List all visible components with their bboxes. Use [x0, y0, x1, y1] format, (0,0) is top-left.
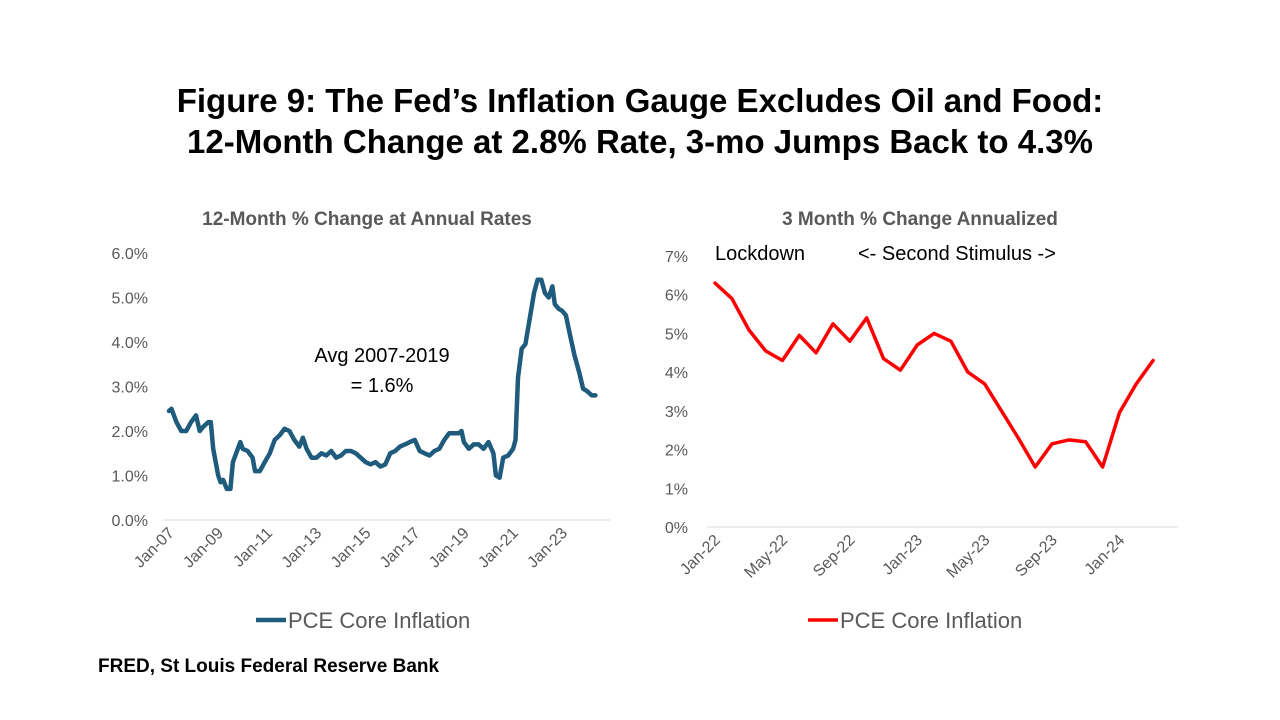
left-x-tick-label: Jan-07 — [131, 525, 178, 572]
series-line-pce-core-12m — [166, 277, 598, 492]
right-x-tick-label: Sep-22 — [810, 532, 859, 581]
left-x-tick-label: Jan-19 — [426, 525, 473, 572]
right-y-tick-label: 7% — [665, 249, 688, 266]
annotation-second-stimulus: <- Second Stimulus -> — [858, 243, 1056, 265]
left-y-tick-label: 2.0% — [112, 424, 148, 441]
left-y-tick-label: 4.0% — [112, 335, 148, 352]
left-x-tick-label: Jan-17 — [377, 525, 424, 572]
left-x-tick-label: Jan-15 — [328, 525, 375, 572]
left-y-tick-label: 1.0% — [112, 469, 148, 486]
legend-right: PCE Core Inflation — [808, 608, 1022, 633]
left-x-tick-label: Jan-23 — [524, 525, 571, 572]
left-x-tick-label: Jan-11 — [230, 525, 276, 571]
right-x-tick-label: Jan-23 — [879, 532, 926, 579]
right-y-tick-label: 2% — [665, 443, 688, 460]
legend-label-left: PCE Core Inflation — [288, 608, 470, 633]
x-axis-labels-left: Jan-07 Jan-09 Jan-11 Jan-13 Jan-15 Jan-17 Jan-… — [131, 525, 571, 572]
x-axis-labels-right: Jan-22 May-22 Sep-22 Jan-23 May-23 Sep-23 Jan-… — [677, 532, 1128, 582]
chart-title-12-month: 12-Month % Change at Annual Rates — [202, 209, 532, 230]
chart-3-month: 3 Month % Change Annualized 0% 1% 2% 3% 4% 5%… — [665, 209, 1178, 633]
chart-12-month: 12-Month % Change at Annual Rates 0.0% 1.… — [112, 209, 610, 633]
right-x-tick-label: May-23 — [944, 532, 994, 582]
figure-title-line-1: Figure 9: The Fed’s Inflation Gauge Excl… — [176, 82, 1104, 119]
right-y-tick-label: 3% — [665, 404, 688, 421]
left-y-tick-label: 0.0% — [112, 513, 148, 530]
right-x-tick-label: Jan-22 — [677, 532, 724, 579]
annotation-avg-line-2: = 1.6% — [351, 375, 414, 397]
right-y-tick-label: 1% — [665, 481, 688, 498]
source-note: FRED, St Louis Federal Reserve Bank — [98, 656, 440, 677]
y-axis-labels-right: 0% 1% 2% 3% 4% 5% 6% 7% — [665, 249, 688, 537]
chart-title-3-month: 3 Month % Change Annualized — [782, 209, 1058, 230]
left-y-tick-label: 6.0% — [112, 246, 148, 263]
legend-label-right: PCE Core Inflation — [840, 608, 1022, 633]
right-y-tick-label: 4% — [665, 365, 688, 382]
right-x-tick-label: Sep-23 — [1012, 532, 1061, 581]
left-x-tick-label: Jan-09 — [180, 525, 227, 572]
right-y-tick-label: 5% — [665, 326, 688, 343]
left-x-tick-label: Jan-13 — [279, 525, 326, 572]
figure-title-line-2: 12-Month Change at 2.8% Rate, 3-mo Jumps… — [187, 123, 1093, 160]
legend-left: PCE Core Inflation — [256, 608, 470, 633]
series-line-pce-core-3m — [713, 281, 1155, 469]
annotation-lockdown: Lockdown — [715, 243, 805, 265]
right-y-tick-label: 0% — [665, 520, 688, 537]
right-x-tick-label: May-22 — [741, 532, 791, 582]
annotation-avg-line-1: Avg 2007-2019 — [314, 345, 449, 367]
left-x-tick-label: Jan-21 — [475, 525, 522, 572]
right-x-tick-label: Jan-24 — [1082, 532, 1129, 579]
left-y-tick-label: 5.0% — [112, 291, 148, 308]
right-y-tick-label: 6% — [665, 288, 688, 305]
y-axis-labels-left: 0.0% 1.0% 2.0% 3.0% 4.0% 5.0% 6.0% — [112, 246, 148, 530]
figure-title: Figure 9: The Fed’s Inflation Gauge Excl… — [0, 80, 1280, 162]
left-y-tick-label: 3.0% — [112, 380, 148, 397]
